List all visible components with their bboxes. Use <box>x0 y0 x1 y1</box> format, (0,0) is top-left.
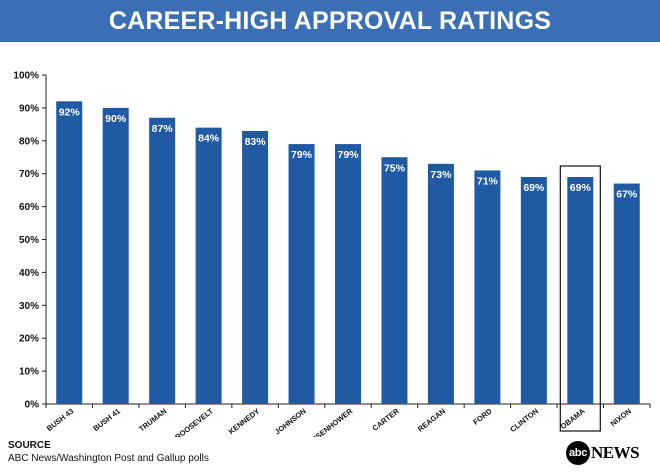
x-tick-label: CARTER <box>371 406 402 433</box>
y-tick-label: 30% <box>19 301 39 312</box>
data-label: 92% <box>59 106 81 118</box>
bar <box>195 127 222 404</box>
highlight-box <box>559 165 601 432</box>
x-tick-label: REAGAN <box>416 406 447 433</box>
data-label: 71% <box>477 175 499 187</box>
data-label: 83% <box>245 136 267 148</box>
source-label: SOURCE <box>8 440 51 451</box>
bar <box>335 144 361 404</box>
data-label: 79% <box>291 149 313 161</box>
abc-logo-mark: abc <box>566 441 590 465</box>
bar <box>242 130 269 404</box>
x-tick-label: NIXON <box>609 406 633 428</box>
data-label: 90% <box>105 113 127 125</box>
bar <box>520 176 547 404</box>
x-tick-label: OBAMA <box>559 406 587 431</box>
data-label: 87% <box>152 123 174 135</box>
data-label: 79% <box>337 149 359 161</box>
x-tick-label: EISENHOWER <box>308 406 354 437</box>
y-tick-label: 20% <box>19 334 39 345</box>
news-logo-text: NEWS <box>591 443 640 462</box>
bar <box>381 157 408 404</box>
chart-title: CAREER-HIGH APPROVAL RATINGS <box>108 6 552 35</box>
x-tick-label: BUSH 41 <box>91 406 122 433</box>
x-tick-label: TRUMAN <box>137 406 168 433</box>
y-tick-label: 60% <box>19 202 39 213</box>
data-label: 69% <box>570 182 592 194</box>
abc-news-logo: abc NEWS <box>566 441 640 465</box>
y-tick-label: 80% <box>19 136 39 147</box>
bar <box>56 101 83 404</box>
x-tick-label: JOHNSON <box>273 406 308 436</box>
source-text: ABC News/Washington Post and Gallup poll… <box>8 453 209 464</box>
bar <box>102 107 129 405</box>
bar-chart: 0% 10% 20% 30% 40% 50% 60% 70% 80% 90% 100% 92% BUSH… <box>13 71 651 437</box>
x-tick-label: ROOSEVELT <box>173 406 215 437</box>
x-tick-label: KENNEDY <box>227 406 261 436</box>
title-bar: CAREER-HIGH APPROVAL RATINGS <box>0 0 660 42</box>
y-tick-label: 10% <box>19 367 39 378</box>
data-label: 69% <box>523 182 545 194</box>
data-label: 75% <box>384 162 406 174</box>
bar <box>427 163 454 404</box>
y-tick-label: 100% <box>13 71 39 82</box>
y-tick-label: 40% <box>19 268 39 279</box>
bar <box>567 176 594 404</box>
y-tick-label: 90% <box>19 103 39 114</box>
bar <box>288 144 315 404</box>
x-tick-label: FORD <box>471 406 494 427</box>
x-tick-label: CLINTON <box>508 406 540 434</box>
data-label: 73% <box>430 169 452 181</box>
y-tick-label: 50% <box>19 235 39 246</box>
y-tick-label: 70% <box>19 169 39 180</box>
x-tick-label: BUSH 43 <box>45 406 76 433</box>
y-tick-label: 0% <box>25 400 40 411</box>
bar <box>613 183 640 404</box>
data-label: 84% <box>198 133 220 145</box>
bar <box>474 170 501 404</box>
data-label: 67% <box>616 189 638 201</box>
bar <box>149 117 176 405</box>
